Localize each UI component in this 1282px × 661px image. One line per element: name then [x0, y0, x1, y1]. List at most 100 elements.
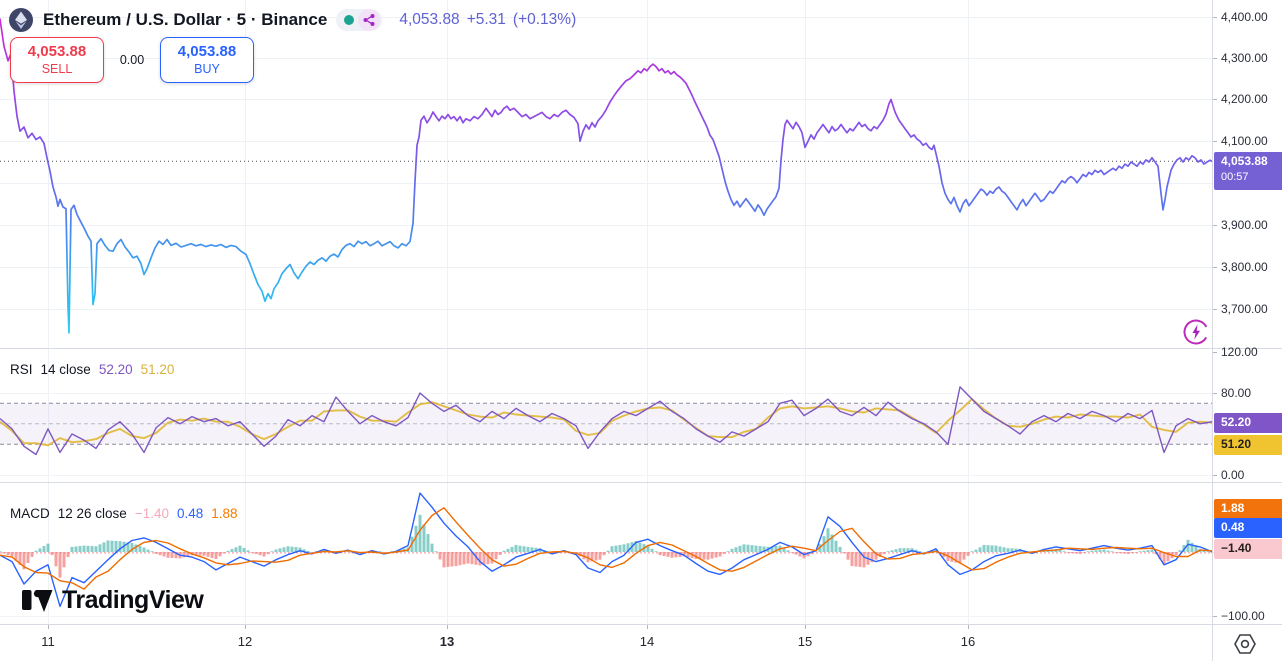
macd-histogram-bar: [894, 549, 898, 552]
order-panel: 4,053.88 SELL 0.00 4,053.88 BUY: [10, 37, 254, 83]
macd-histogram-bar: [246, 550, 250, 552]
macd-histogram-bar: [998, 546, 1002, 552]
macd-histogram-bar: [1058, 550, 1062, 552]
macd-histogram-bar: [54, 552, 58, 567]
macd-histogram-bar: [142, 547, 146, 552]
sell-button[interactable]: 4,053.88 SELL: [10, 37, 104, 83]
macd-histogram-bar: [950, 552, 954, 562]
macd-histogram-bar: [490, 552, 494, 564]
axis-label: 3,700.00: [1221, 302, 1268, 316]
macd-histogram-bar: [594, 552, 598, 561]
macd-histogram-bar: [506, 548, 510, 552]
time-label-15: 15: [797, 634, 813, 649]
timezone-settings-icon[interactable]: [1233, 633, 1259, 657]
tradingview-logo-icon: [22, 588, 53, 614]
ethereum-logo-icon: [8, 7, 34, 33]
macd-histogram-bar: [654, 551, 658, 552]
macd-histogram-bar: [162, 552, 166, 557]
macd-histogram-bar: [1206, 551, 1210, 552]
macd-histogram-bar: [70, 546, 74, 552]
macd-histogram-bar: [46, 543, 50, 552]
macd-histogram-bar: [1106, 550, 1110, 552]
symbol-title[interactable]: Ethereum / U.S. Dollar · 5 · Binance: [43, 10, 328, 29]
macd-histogram-bar: [966, 552, 970, 556]
macd-histogram-bar: [1114, 552, 1118, 553]
macd-histogram-bar: [898, 548, 902, 552]
macd-histogram-bar: [1146, 550, 1150, 552]
macd-histogram-bar: [6, 552, 10, 555]
macd-histogram-bar: [738, 545, 742, 552]
macd-histogram-bar: [174, 552, 178, 559]
macd-histogram-bar: [1098, 549, 1102, 552]
time-axis[interactable]: 11 12 13 14 15 16: [0, 625, 1282, 661]
macd-legend[interactable]: MACD 12 26 close −1.40 0.48 1.88: [10, 506, 238, 521]
macd-signal-line: [0, 507, 1213, 590]
macd-histogram-bar: [970, 551, 974, 552]
macd-histogram-bar: [450, 552, 454, 567]
macd-histogram-bar: [658, 552, 662, 556]
buy-button[interactable]: 4,053.88 BUY: [160, 37, 254, 83]
macd-histogram-bar: [270, 551, 274, 552]
rsi-title: RSI: [10, 362, 33, 377]
market-status-pill[interactable]: [336, 9, 383, 31]
tradingview-watermark[interactable]: TradingView: [22, 586, 204, 615]
time-label-13: 13: [439, 634, 455, 649]
macd-histogram-bar: [26, 552, 30, 564]
macd-histogram-bar: [1014, 548, 1018, 552]
price-change: +5.31: [466, 11, 506, 28]
macd-histogram-bar: [58, 552, 62, 578]
rsi-legend[interactable]: RSI 14 close 52.20 51.20: [10, 362, 174, 377]
market-open-dot-icon: [344, 15, 355, 25]
share-icon[interactable]: [358, 9, 381, 31]
macd-histogram-bar: [742, 544, 746, 552]
macd-histogram-bar: [1086, 551, 1090, 552]
macd-histogram-bar: [638, 542, 642, 552]
macd-histogram-bar: [710, 552, 714, 559]
macd-histogram-bar: [38, 548, 42, 552]
macd-histogram-bar: [202, 552, 206, 556]
macd-histogram-bar: [434, 551, 438, 552]
macd-histogram-bar: [986, 545, 990, 552]
price-axis[interactable]: 4,400.00 4,300.00 4,200.00 4,100.00 3,900.00…: [1213, 0, 1282, 624]
macd-histogram-bar: [830, 534, 834, 552]
macd-histogram-bar: [310, 552, 314, 553]
macd-histogram-bar: [874, 552, 878, 560]
macd-histogram-bar: [678, 552, 682, 557]
macd-histogram-bar: [610, 546, 614, 552]
macd-histogram-bar: [18, 552, 22, 566]
macd-histogram-bar: [746, 544, 750, 552]
axis-label: 3,900.00: [1221, 218, 1268, 232]
buy-price: 4,053.88: [177, 42, 237, 60]
time-label-12: 12: [237, 634, 253, 649]
macd-histogram-bar: [98, 544, 102, 552]
macd-histogram-bar: [914, 549, 918, 552]
macd-histogram-bar: [994, 545, 998, 552]
macd-histogram-bar: [982, 544, 986, 552]
flash-trade-button[interactable]: [1182, 318, 1210, 346]
macd-histogram-bar: [294, 547, 298, 552]
macd-histogram-bar: [1202, 550, 1206, 552]
macd-histogram-bar: [138, 546, 142, 552]
macd-histogram-bar: [918, 551, 922, 552]
macd-histogram-bar: [446, 552, 450, 567]
axis-label: 3,800.00: [1221, 260, 1268, 274]
macd-histogram-bar: [1178, 550, 1182, 552]
macd-histogram-bar: [198, 552, 202, 556]
macd-histogram-bar: [1158, 552, 1162, 560]
macd-histogram-bar: [474, 552, 478, 565]
macd-histogram-bar: [522, 546, 526, 552]
macd-signal-badge: 1.88: [1214, 499, 1282, 519]
macd-histogram-bar: [166, 552, 170, 558]
macd-histogram-bar: [94, 546, 98, 552]
macd-histogram-bar: [226, 550, 230, 552]
macd-histogram-bar: [234, 547, 238, 552]
axis-label: 4,100.00: [1221, 134, 1268, 148]
macd-histogram-bar: [14, 552, 18, 561]
macd-histogram-bar: [674, 552, 678, 558]
macd-histogram-bar: [890, 550, 894, 552]
rsi-value: 52.20: [98, 362, 133, 377]
macd-histogram-bar: [298, 547, 302, 552]
macd-histogram-bar: [618, 544, 622, 552]
